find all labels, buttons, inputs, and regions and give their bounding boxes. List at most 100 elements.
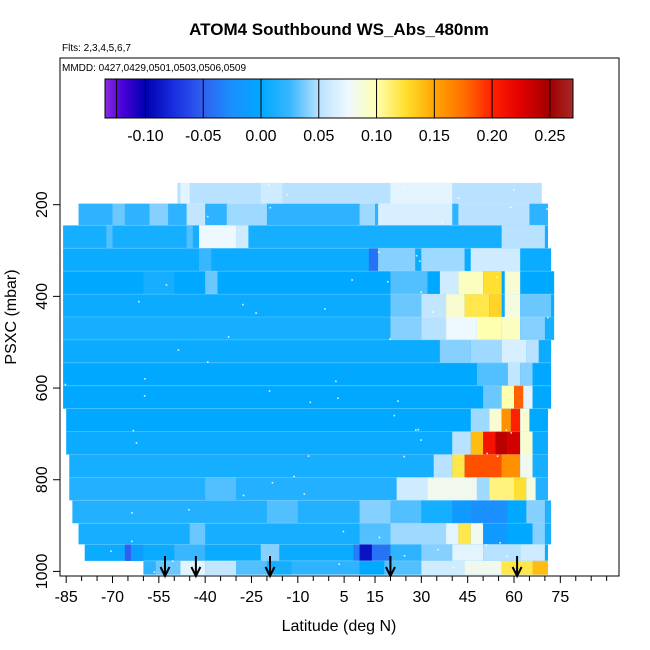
- heatmap-cell: [507, 500, 527, 524]
- heatmap-cell: [205, 560, 237, 575]
- noise-dot: [271, 481, 274, 484]
- colorbar-tick-label: 0.10: [361, 128, 392, 145]
- heatmap-cell: [433, 454, 453, 478]
- heatmap-cell: [464, 454, 502, 478]
- chart-title: ATOM4 Southbound WS_Abs_480nm: [189, 20, 489, 39]
- noise-dot: [267, 184, 270, 187]
- flights-note: Flts: 2,3,4,5,6,7: [62, 43, 131, 54]
- x-tick-label: -55: [147, 589, 170, 606]
- heatmap-cell: [483, 544, 521, 561]
- noise-dot: [378, 536, 381, 539]
- heatmap-cell: [470, 248, 521, 272]
- heatmap-cell: [446, 523, 459, 545]
- heatmap-cell: [421, 317, 447, 340]
- heatmap-cell: [520, 317, 545, 340]
- heatmap-cell: [520, 294, 552, 317]
- heatmap-cell: [186, 225, 193, 249]
- heatmap-layer: [63, 182, 555, 575]
- heatmap-cell: [186, 203, 206, 226]
- noise-dot: [547, 316, 549, 319]
- heatmap-cell: [513, 385, 524, 409]
- noise-dot: [415, 429, 417, 431]
- colorbar-tick-label: 0.00: [245, 128, 276, 145]
- noise-dot: [420, 291, 423, 293]
- heatmap-cell: [452, 454, 465, 478]
- heatmap-cell: [495, 431, 508, 455]
- heatmap-cell: [198, 225, 237, 249]
- heatmap-cell: [421, 500, 453, 524]
- noise-dot: [508, 281, 510, 284]
- heatmap-cell: [236, 560, 267, 575]
- x-axis-label: Latitude (deg N): [282, 618, 397, 635]
- heatmap-cell: [143, 271, 175, 295]
- noise-dot: [457, 197, 460, 199]
- heatmap-cell: [489, 477, 514, 501]
- noise-dot: [402, 187, 404, 190]
- noise-dot: [227, 336, 230, 338]
- noise-dot: [403, 455, 406, 458]
- colorbar-tick-labels: -0.10 -0.05 0.00 0.05 0.10 0.15 0.20 0.25: [127, 128, 565, 145]
- heatmap-cell: [189, 523, 206, 545]
- colorbar: -0.10 -0.05 0.00 0.05 0.10 0.15 0.20 0.25: [104, 78, 574, 145]
- heatmap-row: [63, 271, 555, 295]
- heatmap-cell: [174, 544, 206, 561]
- heatmap-cell: [452, 544, 484, 561]
- heatmap-cell: [483, 431, 496, 455]
- noise-dot: [509, 206, 512, 208]
- noise-dot: [351, 279, 353, 281]
- noise-dot: [143, 395, 146, 397]
- noise-dot: [335, 380, 337, 383]
- heatmap-cell: [520, 544, 545, 561]
- heatmap-cell: [507, 523, 533, 545]
- heatmap-cell: [421, 560, 465, 575]
- noise-dot: [418, 260, 421, 263]
- heatmap-cell: [452, 500, 471, 524]
- heatmap-cell: [523, 385, 533, 409]
- heatmap-cell: [368, 248, 379, 272]
- heatmap-cell: [470, 523, 484, 545]
- heatmap-cell: [464, 294, 490, 317]
- heatmap-cell: [378, 203, 453, 226]
- heatmap-cell: [446, 294, 465, 317]
- heatmap-cell: [476, 317, 502, 340]
- noise-dot: [512, 188, 515, 191]
- heatmap-cell: [483, 271, 502, 295]
- noise-dot: [510, 432, 513, 434]
- heatmap-cell: [396, 477, 428, 501]
- heatmap-cell: [470, 339, 502, 363]
- y-tick-label: 600: [34, 375, 51, 402]
- heatmap-cell: [501, 408, 511, 432]
- noise-dot: [502, 319, 504, 322]
- noise-dot: [546, 208, 548, 210]
- heatmap-cell: [390, 317, 422, 340]
- colorbar-tick-label: -0.05: [185, 128, 222, 145]
- heatmap-cell: [266, 500, 298, 524]
- noise-dot: [177, 349, 180, 351]
- heatmap-cell: [378, 248, 416, 272]
- x-tick-label: -10: [286, 589, 309, 606]
- x-tick-label: -85: [55, 589, 78, 606]
- heatmap-cell: [458, 523, 471, 545]
- noise-dot: [420, 439, 422, 441]
- noise-dot: [135, 442, 138, 444]
- noise-dot: [338, 563, 341, 566]
- heatmap-cell: [532, 560, 548, 575]
- heatmap-cell: [470, 408, 490, 432]
- noise-dot: [393, 414, 396, 417]
- colorbar-frame: [104, 78, 574, 119]
- noise-dot: [403, 554, 406, 557]
- noise-dot: [386, 280, 389, 283]
- noise-dot: [131, 540, 133, 543]
- heatmap-cell: [359, 500, 391, 524]
- heatmap-cell: [464, 560, 502, 575]
- heatmap-cell: [226, 203, 267, 226]
- heatmap-row: [69, 454, 548, 478]
- colorbar-tick-label: 0.05: [303, 128, 334, 145]
- heatmap-cell: [507, 431, 521, 455]
- heatmap-cell: [359, 544, 372, 561]
- heatmap-cell: [446, 317, 477, 340]
- x-tick-label: 45: [459, 589, 477, 606]
- noise-dot: [144, 378, 146, 380]
- x-tick-label: 30: [412, 589, 430, 606]
